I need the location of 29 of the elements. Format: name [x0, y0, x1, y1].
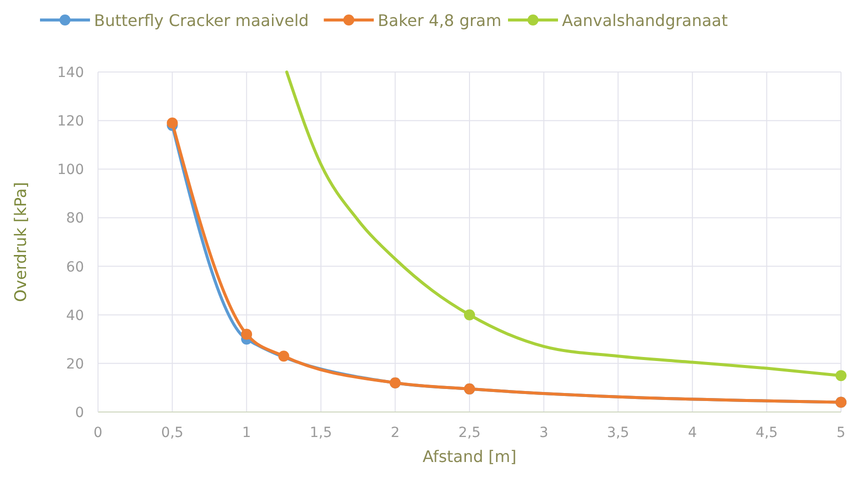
x-tick-label: 4,5	[756, 425, 778, 441]
x-tick-label: 5	[836, 425, 846, 441]
point	[836, 370, 846, 382]
legend-label: Baker 4,8 gram	[378, 11, 502, 30]
x-tick-label: 1	[242, 425, 252, 441]
x-tick-label: 3	[539, 425, 548, 441]
y-tick-label: 80	[66, 210, 84, 227]
x-tick-label: 4	[688, 425, 697, 441]
point	[241, 328, 252, 340]
x-tick-label: 1,5	[310, 425, 332, 441]
point	[166, 118, 178, 128]
legend-label: Aanvalshandgranaat	[562, 11, 728, 30]
x-tick-label: 0,5	[161, 425, 184, 441]
y-tick-label: 20	[66, 356, 84, 372]
x-tick-label: 0	[94, 425, 102, 441]
y-tick-label: 60	[66, 259, 84, 276]
x-tick-label: 2	[390, 425, 400, 441]
y-tick-label: 140	[57, 65, 84, 81]
point	[464, 309, 475, 320]
y-tick-label: 100	[57, 162, 84, 178]
legend-label: Butterfly Cracker maaiveld	[94, 11, 309, 30]
x-tick-label: 3,5	[606, 425, 630, 441]
point	[278, 350, 290, 362]
y-tick-label: 120	[57, 114, 84, 130]
x-tick-label: 2,5	[458, 425, 481, 441]
y-tick-label: 0	[75, 405, 84, 421]
y-axis-title: Overdruk [kPa]	[11, 182, 30, 302]
x-axis-title: Afstand [m]	[422, 447, 516, 466]
y-tick-label: 40	[66, 308, 84, 324]
